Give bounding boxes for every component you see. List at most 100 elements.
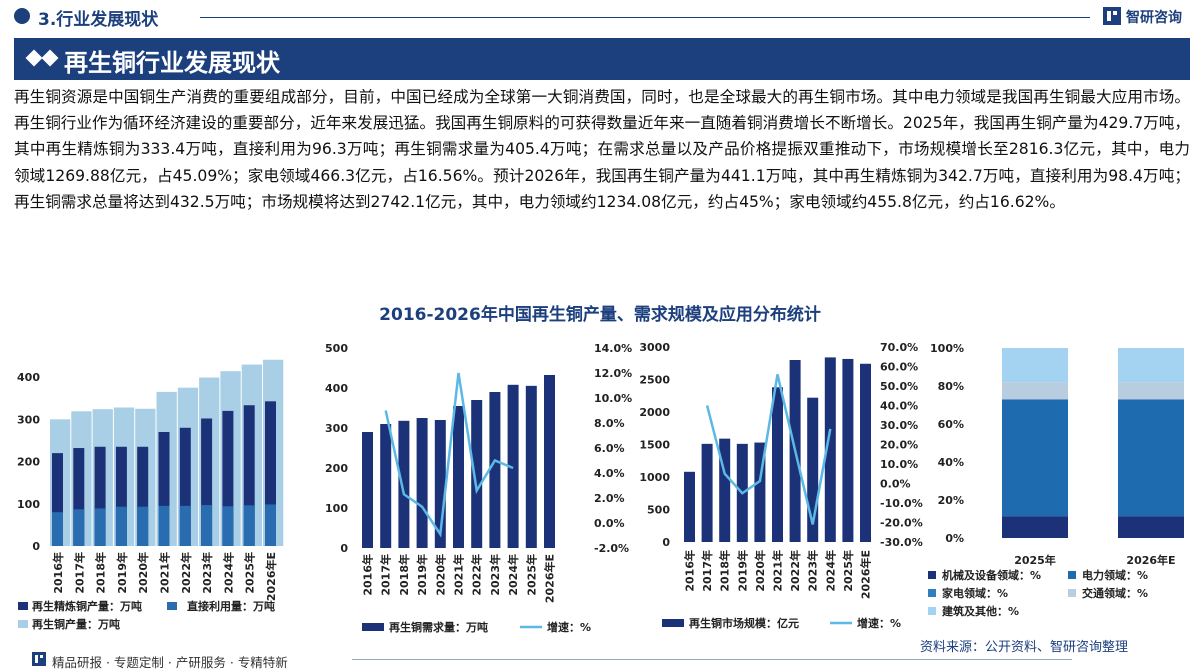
category-label: 2019年	[115, 552, 129, 594]
footer-logo-icon	[32, 652, 46, 666]
bar-direct-use	[52, 512, 63, 546]
category-label: 2018年	[397, 554, 411, 596]
bar-market-size	[860, 363, 871, 542]
section-title: 3.行业发展现状	[38, 10, 159, 30]
y-tick-label: 100	[325, 502, 348, 515]
y2-tick-label: -2.0%	[594, 542, 629, 555]
bar-segment	[1002, 382, 1068, 400]
y-tick-label: 80%	[938, 380, 964, 393]
legend-label: 机械及设备领域：%	[942, 568, 1041, 582]
y2-tick-label: 2.0%	[594, 492, 625, 505]
legend-label: 家电领域：%	[942, 586, 1008, 600]
legend-label: 电力领域：%	[1082, 568, 1148, 582]
legend-swatch	[662, 619, 684, 627]
bar-direct-use	[179, 505, 191, 546]
y2-tick-label: 4.0%	[594, 467, 625, 480]
category-label: 2016年	[361, 554, 375, 596]
chart-title: 2016-2026年中国再生铜产量、需求规模及应用分布统计	[379, 305, 821, 325]
bar-market-size	[754, 442, 766, 542]
category-label: 2019年	[415, 554, 429, 596]
category-label: 2023年	[488, 554, 502, 596]
category-label: 2019年	[735, 550, 749, 592]
y2-tick-label: -30.0%	[880, 536, 923, 549]
legend-label: 直接利用量：万吨	[187, 599, 275, 613]
category-label: 2020年	[753, 550, 767, 592]
y2-tick-label: 0.0%	[880, 478, 911, 491]
category-label: 2022年	[470, 554, 484, 596]
bar-market-size	[772, 387, 783, 542]
category-label: 2018年	[94, 552, 108, 594]
bar-segment	[1002, 348, 1068, 383]
category-label: 2016年	[51, 552, 65, 594]
category-label: 2016年	[683, 550, 697, 592]
header-divider	[200, 17, 1090, 18]
category-label: 2026年E	[264, 552, 278, 601]
y-tick-label: 60%	[938, 418, 964, 431]
y2-tick-label: 14.0%	[594, 342, 632, 355]
bar-segment	[1118, 382, 1184, 400]
y2-tick-label: 60.0%	[880, 361, 918, 374]
footer: 精品研报 · 专题定制 · 产研服务 · 专精特新	[0, 646, 1200, 672]
bar-refined-copper	[265, 401, 276, 546]
bar-segment	[1118, 399, 1184, 517]
y-tick-label: 200	[17, 456, 40, 469]
legend-label: 建筑及其他：%	[942, 604, 1019, 618]
bar-direct-use	[265, 504, 276, 546]
legend-swatch	[928, 607, 936, 615]
y-tick-label: 200	[325, 462, 348, 475]
bar-demand	[416, 418, 428, 548]
footer-tagline: 精品研报 · 专题定制 · 产研服务 · 专精特新	[52, 655, 288, 670]
y-tick-label: 40%	[938, 456, 964, 469]
bar-direct-use	[137, 506, 149, 546]
y-tick-label: 300	[325, 422, 348, 435]
legend-label: 再生铜市场规模：亿元	[689, 616, 799, 630]
y-tick-label: 0%	[945, 532, 964, 545]
category-label: 2026年E	[859, 550, 873, 599]
category-label: 2017年	[379, 554, 393, 596]
bar-segment	[1118, 348, 1184, 383]
bar-market-size	[684, 471, 695, 542]
y-tick-label: 300	[17, 413, 40, 426]
legend-label: 交通领域：%	[1082, 586, 1148, 600]
section-bullet-icon	[14, 8, 30, 24]
category-label: 2017年	[700, 550, 714, 592]
bar-demand	[380, 424, 392, 548]
y2-tick-label: 8.0%	[594, 417, 625, 430]
y2-tick-label: 12.0%	[594, 367, 632, 380]
legend-swatch	[167, 602, 177, 610]
bar-market-size	[824, 357, 836, 542]
bar-demand	[525, 385, 537, 548]
legend-label: 再生铜产量：万吨	[32, 617, 120, 631]
brand-name: 智研咨询	[1126, 10, 1182, 26]
legend-label: 增速：%	[547, 620, 591, 634]
bar-demand	[453, 406, 464, 548]
y-tick-label: 0	[662, 536, 670, 549]
legend-label: 再生铜需求量：万吨	[389, 620, 488, 634]
y2-tick-label: 40.0%	[880, 400, 918, 413]
bar-direct-use	[115, 506, 127, 546]
bar-direct-use	[201, 505, 213, 546]
bar-direct-use	[94, 508, 106, 546]
bar-segment	[1002, 516, 1068, 538]
description-paragraph: 再生铜资源是中国铜生产消费的重要组成部分，目前，中国已经成为全球第一大铜消费国，…	[14, 88, 1190, 211]
line-market-growth	[705, 374, 832, 525]
bar-direct-use	[158, 505, 170, 546]
bar-direct-use	[73, 509, 85, 546]
legend-label: 再生精炼铜产量：万吨	[32, 599, 142, 613]
y-tick-label: 500	[647, 504, 670, 517]
y-tick-label: 400	[17, 371, 40, 384]
y-tick-label: 100	[17, 498, 40, 511]
category-label: 2025年	[243, 552, 257, 594]
y2-tick-label: 50.0%	[880, 380, 918, 393]
category-label: 2023年	[806, 550, 820, 592]
category-label: 2024年	[823, 550, 837, 592]
category-label: 2022年	[788, 550, 802, 592]
legend-label: 增速：%	[857, 616, 901, 630]
bar-refined-copper	[137, 446, 149, 546]
y2-tick-label: 6.0%	[594, 442, 625, 455]
y2-tick-label: 10.0%	[594, 392, 632, 405]
legend-swatch	[18, 620, 28, 628]
source-note: 资料来源：公开资料、智研咨询整理	[920, 640, 1129, 655]
bar-demand	[544, 375, 555, 548]
legend-swatch	[18, 602, 28, 610]
